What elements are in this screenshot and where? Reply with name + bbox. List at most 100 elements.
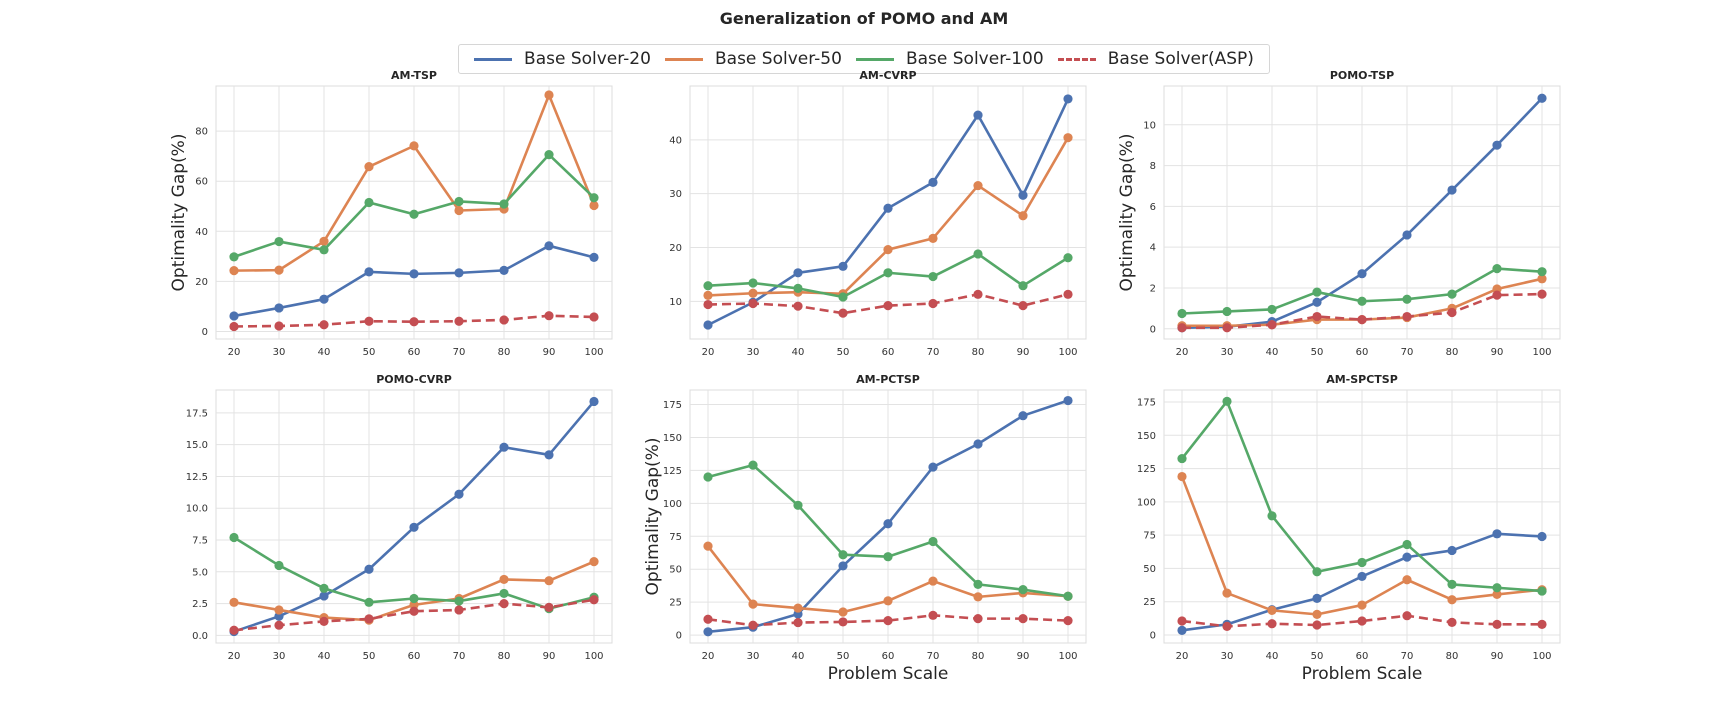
y-tick-label: 175 bbox=[1137, 397, 1156, 408]
data-point bbox=[364, 614, 374, 624]
x-tick-label: 50 bbox=[363, 651, 376, 662]
data-point bbox=[703, 614, 713, 624]
subplot-am-cvrp: 20 30 40 50 60 70 80 90 100 10 20 30 40 AM-CVRP bbox=[669, 69, 1087, 358]
x-tick-label: 20 bbox=[228, 651, 241, 662]
data-point bbox=[1357, 269, 1367, 279]
x-tick-label: 90 bbox=[543, 651, 556, 662]
x-tick-label: 80 bbox=[972, 651, 985, 662]
x-tick-label: 70 bbox=[453, 651, 466, 662]
data-point bbox=[928, 233, 938, 243]
data-point bbox=[973, 289, 983, 299]
data-point bbox=[1492, 583, 1502, 593]
data-point bbox=[1063, 289, 1073, 299]
y-tick-label: 15.0 bbox=[186, 440, 208, 451]
series-base-solver-20 bbox=[229, 241, 599, 321]
y-tick-label: 175 bbox=[663, 400, 682, 411]
data-point bbox=[589, 396, 599, 407]
y-tick-label: 40 bbox=[195, 227, 208, 238]
legend: Base Solver-20 Base Solver-50 Base Solve… bbox=[458, 44, 1270, 74]
data-point bbox=[409, 269, 419, 279]
data-point bbox=[838, 607, 848, 617]
data-point bbox=[1018, 301, 1028, 311]
data-point bbox=[1492, 290, 1502, 300]
data-point bbox=[1492, 619, 1502, 629]
y-tick-label: 30 bbox=[669, 189, 682, 200]
data-point bbox=[589, 595, 599, 605]
x-tick-label: 80 bbox=[972, 347, 985, 358]
data-point bbox=[274, 611, 284, 621]
data-point bbox=[274, 321, 284, 331]
data-point bbox=[409, 317, 419, 327]
data-point bbox=[1177, 323, 1187, 333]
data-point bbox=[928, 271, 938, 282]
x-tick-label: 40 bbox=[318, 651, 331, 662]
y-tick-label: 10.0 bbox=[186, 504, 208, 515]
data-point bbox=[589, 312, 599, 322]
y-tick-label: 2 bbox=[1150, 283, 1156, 294]
data-point bbox=[274, 265, 284, 275]
data-point bbox=[1018, 190, 1028, 200]
y-tick-label: 100 bbox=[1137, 497, 1156, 508]
data-point bbox=[274, 236, 284, 247]
data-point bbox=[1357, 616, 1367, 626]
data-point bbox=[1222, 396, 1232, 406]
x-tick-label: 90 bbox=[1017, 651, 1030, 662]
data-point bbox=[1537, 274, 1547, 284]
data-point bbox=[1402, 294, 1412, 304]
data-point bbox=[1222, 306, 1232, 317]
data-point bbox=[454, 596, 464, 606]
y-tick-label: 0 bbox=[202, 327, 208, 338]
series-base-solver-asp bbox=[229, 311, 599, 332]
data-point bbox=[838, 550, 848, 560]
x-tick-label: 100 bbox=[1058, 651, 1077, 662]
data-point bbox=[838, 617, 848, 627]
x-tick-label: 20 bbox=[228, 347, 241, 358]
data-point bbox=[544, 90, 554, 100]
y-tick-label: 125 bbox=[663, 466, 682, 477]
subplot-title: AM-PCTSP bbox=[856, 373, 920, 386]
y-tick-label: 150 bbox=[663, 433, 682, 444]
data-point bbox=[703, 281, 713, 291]
x-tick-label: 30 bbox=[273, 651, 286, 662]
data-point bbox=[409, 209, 419, 219]
y-tick-label: 50 bbox=[1143, 564, 1156, 575]
data-point bbox=[499, 265, 509, 275]
data-point bbox=[748, 298, 758, 309]
data-point bbox=[499, 588, 509, 599]
data-point bbox=[973, 110, 983, 120]
data-point bbox=[883, 268, 893, 278]
data-point bbox=[973, 592, 983, 602]
data-point bbox=[229, 252, 239, 262]
data-point bbox=[274, 620, 284, 630]
data-point bbox=[1018, 411, 1028, 421]
series-base-solver-100 bbox=[703, 460, 1073, 601]
y-tick-label: 50 bbox=[669, 565, 682, 576]
legend-swatch-base-solver-20 bbox=[474, 57, 513, 61]
data-point bbox=[544, 450, 554, 460]
x-tick-label: 30 bbox=[747, 651, 760, 662]
data-point bbox=[1537, 289, 1547, 299]
data-point bbox=[499, 315, 509, 325]
data-point bbox=[1447, 545, 1457, 556]
y-tick-label: 25 bbox=[669, 598, 682, 609]
x-tick-label: 70 bbox=[1401, 651, 1414, 662]
data-point bbox=[1402, 552, 1412, 562]
x-tick-label: 100 bbox=[584, 651, 603, 662]
x-tick-label: 60 bbox=[1356, 651, 1369, 662]
data-point bbox=[973, 579, 983, 589]
data-point bbox=[319, 294, 329, 304]
data-point bbox=[793, 283, 803, 293]
data-point bbox=[1312, 297, 1322, 307]
x-tick-label: 90 bbox=[1491, 347, 1504, 358]
y-tick-label: 75 bbox=[669, 532, 682, 543]
data-point bbox=[1492, 589, 1502, 599]
x-tick-label: 50 bbox=[363, 347, 376, 358]
data-point bbox=[319, 583, 329, 593]
data-point bbox=[1177, 616, 1187, 626]
x-tick-label: 70 bbox=[1401, 347, 1414, 358]
series-base-solver-asp bbox=[703, 289, 1073, 318]
y-tick-label: 20 bbox=[195, 277, 208, 288]
x-tick-label: 80 bbox=[1446, 651, 1459, 662]
data-point bbox=[793, 603, 803, 613]
data-point bbox=[454, 605, 464, 615]
